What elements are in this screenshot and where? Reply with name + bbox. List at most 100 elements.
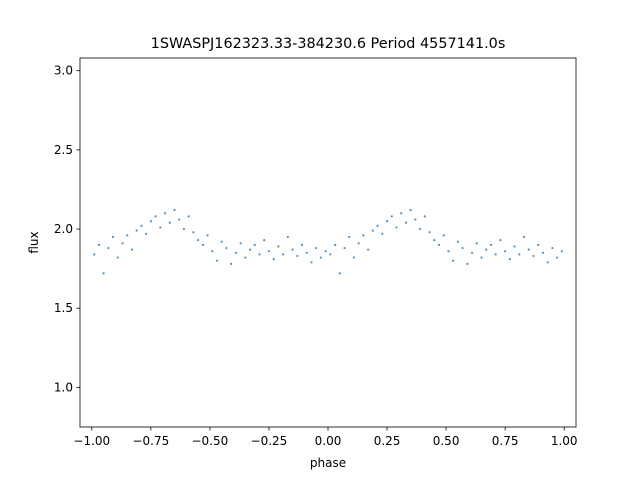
- data-point: [244, 256, 247, 259]
- data-point: [428, 231, 431, 234]
- data-point: [433, 239, 436, 242]
- data-point: [135, 229, 138, 232]
- x-tick-label: 0.25: [374, 434, 401, 448]
- data-point: [267, 250, 271, 253]
- data-point: [310, 261, 313, 264]
- data-point: [107, 246, 110, 250]
- data-point: [385, 220, 389, 223]
- data-point: [541, 251, 545, 254]
- data-point: [508, 258, 511, 261]
- data-point: [400, 212, 403, 215]
- data-point: [272, 258, 275, 261]
- data-point: [518, 253, 521, 256]
- data-point: [300, 243, 304, 246]
- data-point: [522, 235, 526, 239]
- data-point: [352, 256, 356, 259]
- data-point: [197, 239, 200, 242]
- data-point: [560, 250, 563, 253]
- data-point: [116, 256, 119, 259]
- y-axis-label: flux: [27, 231, 41, 253]
- data-point: [163, 212, 167, 215]
- data-point: [362, 234, 365, 237]
- data-point: [187, 215, 190, 218]
- data-point: [556, 256, 559, 259]
- data-point: [357, 242, 360, 245]
- data-point: [258, 253, 261, 256]
- data-point: [111, 235, 115, 239]
- data-point: [324, 250, 327, 253]
- data-point: [145, 232, 148, 235]
- data-point: [211, 250, 214, 253]
- data-point: [414, 218, 417, 221]
- data-point: [168, 221, 171, 224]
- data-point: [513, 245, 516, 248]
- y-tick-label: 3.0: [54, 64, 73, 78]
- data-point: [419, 227, 422, 231]
- x-tick-label: −0.25: [251, 434, 288, 448]
- data-point: [121, 242, 124, 245]
- data-point: [173, 208, 176, 212]
- data-point: [489, 243, 493, 246]
- data-point: [527, 248, 530, 251]
- data-point: [305, 251, 308, 254]
- data-point: [220, 240, 223, 243]
- data-point: [409, 208, 412, 212]
- data-point: [282, 253, 285, 256]
- x-tick-label: 0.75: [492, 434, 519, 448]
- data-point: [390, 215, 393, 218]
- data-point: [253, 243, 256, 246]
- data-point: [475, 242, 478, 245]
- data-point: [367, 248, 370, 251]
- data-point: [126, 234, 129, 237]
- data-point: [149, 220, 152, 223]
- x-tick-label: 1.00: [551, 434, 578, 448]
- data-point: [447, 250, 450, 253]
- y-tick-label: 1.5: [54, 301, 73, 315]
- data-point: [315, 246, 318, 250]
- data-point: [546, 261, 549, 264]
- data-point: [343, 246, 346, 250]
- x-axis-label: phase: [310, 456, 346, 470]
- x-tick-label: 0.50: [433, 434, 460, 448]
- data-point: [97, 243, 100, 246]
- data-point: [532, 254, 535, 258]
- x-tick-label: −0.50: [192, 434, 229, 448]
- data-point: [338, 272, 341, 275]
- data-points: [93, 208, 563, 275]
- data-point: [291, 248, 294, 251]
- data-point: [225, 246, 228, 250]
- data-point: [395, 226, 398, 229]
- data-point: [442, 234, 445, 237]
- data-point: [485, 248, 488, 251]
- y-tick-label: 2.0: [54, 222, 73, 236]
- data-point: [499, 239, 502, 242]
- chart-title: 1SWASPJ162323.33-384230.6 Period 4557141…: [151, 36, 506, 52]
- x-tick-label: 0.00: [315, 434, 342, 448]
- data-point: [230, 262, 233, 265]
- data-point: [234, 251, 237, 254]
- data-point: [371, 229, 374, 232]
- data-point: [215, 259, 219, 262]
- data-point: [423, 215, 426, 218]
- data-point: [404, 221, 408, 224]
- data-point: [296, 254, 299, 258]
- data-point: [456, 240, 459, 243]
- data-point: [93, 253, 96, 256]
- data-point: [329, 253, 332, 256]
- data-point: [504, 250, 507, 253]
- data-point: [182, 227, 186, 231]
- data-point: [376, 224, 379, 227]
- data-point: [551, 246, 554, 250]
- data-point: [333, 243, 337, 246]
- data-point: [470, 251, 474, 254]
- data-point: [192, 231, 195, 234]
- data-point: [437, 243, 441, 246]
- data-point: [248, 248, 252, 251]
- data-point: [319, 256, 323, 259]
- data-point: [140, 224, 143, 227]
- data-point: [239, 242, 242, 245]
- y-tick-label: 2.5: [54, 143, 73, 157]
- x-axis-ticks: −1.00 −0.75 −0.50 −0.25 0.00 0.25 0.50 0.75 1.00: [73, 427, 578, 448]
